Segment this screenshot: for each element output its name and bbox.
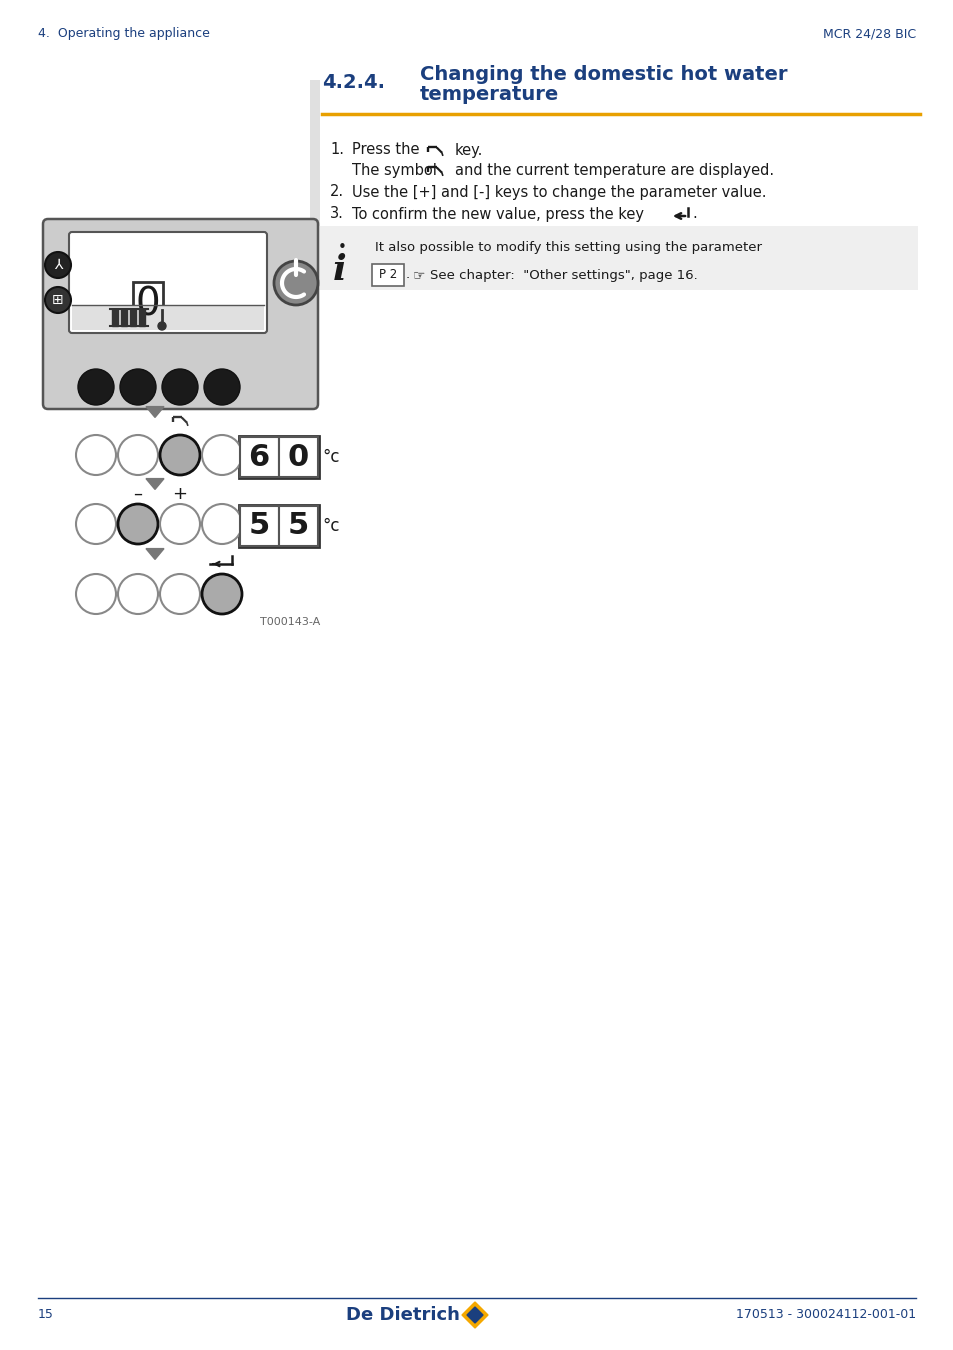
FancyBboxPatch shape [69,232,267,333]
Text: •: • [337,240,346,255]
Text: 4.  Operating the appliance: 4. Operating the appliance [38,27,210,40]
Bar [112,309,118,325]
FancyBboxPatch shape [372,265,403,286]
Circle shape [162,369,198,405]
Text: 0: 0 [135,286,160,324]
Circle shape [76,574,116,614]
Circle shape [160,574,200,614]
Text: Changing the domestic hot water: Changing the domestic hot water [419,65,786,84]
Circle shape [158,323,166,329]
Text: T000143-A: T000143-A [259,617,320,626]
Text: The symbol: The symbol [352,162,436,177]
Text: P 2: P 2 [378,269,396,282]
Text: –: – [133,485,142,504]
FancyBboxPatch shape [43,219,317,409]
Circle shape [202,574,242,614]
FancyBboxPatch shape [278,437,317,477]
Text: temperature: temperature [419,85,558,104]
Circle shape [78,369,113,405]
Circle shape [120,369,156,405]
Text: 4.2.4.: 4.2.4. [322,73,385,92]
Text: 5: 5 [248,512,270,540]
Text: 2.: 2. [330,185,344,200]
Text: key.: key. [455,143,483,158]
Circle shape [118,574,158,614]
Circle shape [202,504,242,544]
FancyBboxPatch shape [239,436,318,478]
FancyBboxPatch shape [317,225,917,290]
Text: Press the: Press the [352,143,419,158]
Text: i: i [333,252,347,288]
Circle shape [204,369,240,405]
Circle shape [160,435,200,475]
FancyBboxPatch shape [278,506,317,545]
Text: ⊞: ⊞ [52,293,64,306]
Text: 1.: 1. [330,143,344,158]
FancyBboxPatch shape [310,80,319,290]
Text: De Dietrich: De Dietrich [346,1305,459,1324]
Polygon shape [146,406,164,417]
Text: °c: °c [322,448,339,466]
Polygon shape [467,1307,482,1323]
Text: .: . [691,207,696,221]
Text: 15: 15 [38,1308,53,1322]
Circle shape [118,435,158,475]
FancyBboxPatch shape [239,505,318,547]
Polygon shape [146,548,164,559]
Text: °c: °c [322,517,339,535]
Circle shape [45,252,71,278]
Circle shape [274,261,317,305]
Bar [139,309,145,325]
Text: 3.: 3. [330,207,343,221]
FancyBboxPatch shape [240,437,278,477]
Text: 5: 5 [287,512,309,540]
FancyBboxPatch shape [71,305,264,329]
Text: ⅄: ⅄ [53,258,62,271]
FancyBboxPatch shape [132,282,163,328]
Polygon shape [461,1301,488,1328]
Text: 6: 6 [248,443,270,471]
Circle shape [45,288,71,313]
Text: .: . [406,269,410,282]
Text: See chapter:  "Other settings", page 16.: See chapter: "Other settings", page 16. [430,269,697,282]
Text: +: + [172,485,188,504]
Circle shape [202,435,242,475]
Polygon shape [146,479,164,490]
Text: ☞: ☞ [413,269,425,282]
Text: 0: 0 [287,443,309,471]
FancyBboxPatch shape [240,506,278,545]
Circle shape [76,504,116,544]
Text: It also possible to modify this setting using the parameter: It also possible to modify this setting … [375,242,761,255]
Bar [130,309,136,325]
Circle shape [76,435,116,475]
Text: To confirm the new value, press the key: To confirm the new value, press the key [352,207,643,221]
Text: and the current temperature are displayed.: and the current temperature are displaye… [455,162,773,177]
Circle shape [118,504,158,544]
Circle shape [160,504,200,544]
Text: MCR 24/28 BIC: MCR 24/28 BIC [822,27,915,40]
Text: Use the [+] and [-] keys to change the parameter value.: Use the [+] and [-] keys to change the p… [352,185,765,200]
Bar [121,309,127,325]
Text: 170513 - 300024112-001-01: 170513 - 300024112-001-01 [735,1308,915,1322]
